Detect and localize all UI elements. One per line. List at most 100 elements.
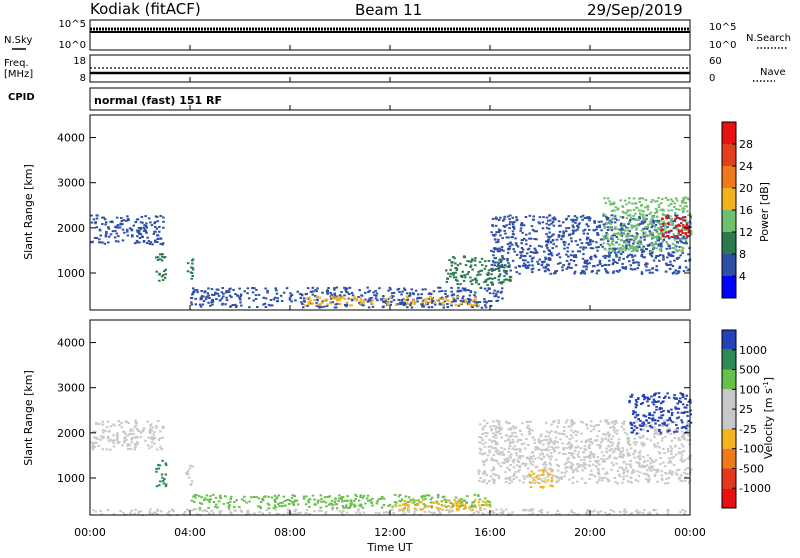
power-cell [656,231,659,234]
velocity-cell [616,444,619,447]
velocity-cell [596,480,599,483]
velocity-cell [537,456,541,459]
velocity-cell [377,498,380,501]
power-cell [611,263,615,266]
power-cell [451,297,455,299]
velocity-cell [455,502,458,505]
power-cell [643,218,647,221]
velocity-cell [198,507,202,510]
velocity-cell [198,502,202,504]
power-cell [348,298,352,300]
velocity-cell [126,444,129,447]
velocity-cell [153,431,156,434]
power-cell [521,248,525,251]
power-cell [679,204,682,207]
power-cell [376,299,379,302]
power-cell [450,290,453,293]
power-cell [533,238,536,240]
power-cell [603,227,606,230]
power-cell [191,262,194,265]
velocity-cell [382,497,386,500]
power-cell [611,236,614,238]
power-cell [519,254,523,257]
power-cell [316,287,319,290]
velocity-cell [533,482,536,485]
nave-tick-top: 60 [709,56,722,67]
velocity-cell [443,498,446,501]
power-cell [670,209,674,212]
power-cell [264,287,267,290]
power-cell [306,305,309,307]
power-cell [479,273,482,276]
power-cell [338,297,341,300]
velocity-cell [664,465,667,468]
velocity-cell [461,504,465,507]
power-cell [629,216,633,219]
power-cell [525,267,528,270]
velocity-cell [403,512,407,515]
velocity-cell [590,469,593,472]
velocity-cell [349,503,352,506]
power-cell [507,247,510,250]
velocity-cell [640,403,643,405]
velocity-cell [503,458,506,461]
velocity-cell [560,476,563,479]
power-cell [615,241,618,244]
power-cell [657,243,661,246]
velocity-cell [629,465,633,468]
power-cell [679,233,683,236]
velocity-cell [214,505,217,508]
velocity-region [185,464,194,486]
power-cell [608,200,611,203]
velocity-cell [513,473,516,476]
velocity-cell [525,438,528,440]
power-plot-area [90,196,693,309]
velocity-cell [531,512,535,515]
power-cell [255,288,258,291]
velocity-cell [598,473,601,476]
velocity-cell [481,472,485,475]
power-cell [473,296,477,299]
power-cell [635,206,638,209]
power-cell [641,251,644,254]
power-cell [497,240,500,243]
velocity-cell [449,510,452,513]
velocity-cell [397,495,401,498]
power-cell [682,219,685,222]
power-cell [514,242,518,245]
velocity-cell [666,419,669,422]
power-cell [662,214,665,216]
velocity-cell [320,509,323,512]
power-cell [467,271,470,273]
power-cell [161,253,164,256]
velocity-cell [460,504,463,507]
velocity-cell [684,479,687,482]
power-cell [651,223,654,226]
power-cell [210,288,214,291]
power-cell [389,288,392,291]
power-cell [654,236,658,239]
power-cell [581,214,585,217]
power-cell [617,270,620,273]
velocity-cell [518,465,522,467]
velocity-cell [678,468,681,471]
power-cell [480,257,484,260]
power-cell [686,197,689,200]
velocity-cell [662,419,666,422]
velocity-cell [546,430,549,433]
velocity-cell [543,449,547,451]
velocity-cell [124,420,128,423]
power-cell [470,283,474,286]
power-cell [275,289,278,292]
power-cell [629,267,633,270]
velocity-cell [106,437,109,440]
velocity-cell [680,474,683,477]
power-cell [506,258,509,260]
velocity-cell [205,494,209,497]
velocity-cell [650,418,654,420]
power-cell [643,231,647,234]
velocity-cell [635,420,638,423]
power-cell [147,240,151,243]
velocity-cell [155,485,159,488]
velocity-cell [678,400,682,403]
